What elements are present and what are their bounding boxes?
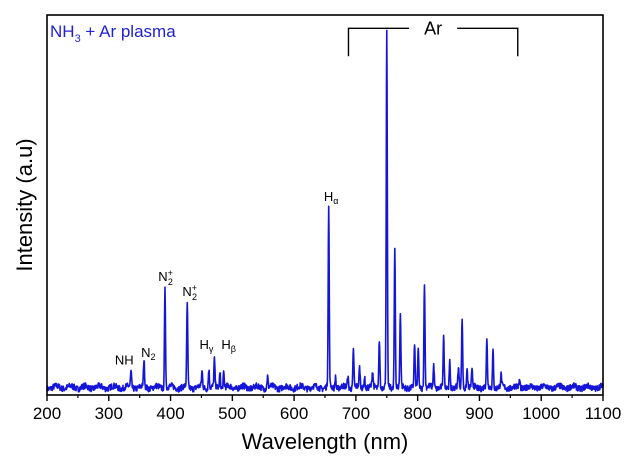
peak-annotation: NH	[115, 352, 134, 367]
x-tick-label: 300	[95, 404, 123, 423]
x-tick-label: 500	[218, 404, 246, 423]
x-tick-label: 800	[403, 404, 431, 423]
x-axis: 200 300 400 500 600 700 800 900 1000 1100	[33, 395, 621, 423]
peak-annotation: N+ 2	[158, 268, 173, 287]
x-tick-label: 900	[465, 404, 493, 423]
peak-annotation: Hβ	[221, 337, 236, 354]
plot-frame	[46, 14, 604, 396]
title-rest: + Ar plasma	[81, 22, 177, 41]
x-tick-label: 700	[342, 404, 370, 423]
spectrum-series-line	[46, 29, 604, 393]
x-tick-label: 200	[33, 404, 61, 423]
x-tick-label: 600	[280, 404, 308, 423]
y-axis-label: Intensity (a.u)	[12, 138, 37, 271]
ar-label: Ar	[424, 18, 442, 38]
x-axis-label: Wavelength (nm)	[242, 429, 409, 454]
x-tick-label: 1000	[522, 404, 560, 423]
peak-annotation: Hγ	[199, 337, 213, 354]
svg-text:NH3 + Ar plasma: NH3 + Ar plasma	[50, 22, 176, 45]
spectrum-layer	[46, 29, 604, 393]
ar-bracket	[347, 27, 519, 57]
ar-group-marker: Ar	[347, 18, 519, 57]
title-subscript: 3	[75, 33, 81, 45]
peak-annotation: N+ 2	[182, 283, 197, 302]
title-main: NH	[50, 22, 75, 41]
plot-title: NH3 + Ar plasma	[50, 22, 176, 45]
annotation-layer: NH N2 N+ 2 N+ 2 Hγ Hβ Hα	[115, 189, 339, 367]
x-tick-label: 400	[156, 404, 184, 423]
peak-annotation: Hα	[324, 189, 339, 206]
peak-annotation: N2	[141, 345, 155, 362]
x-tick-label: 1100	[585, 404, 622, 423]
